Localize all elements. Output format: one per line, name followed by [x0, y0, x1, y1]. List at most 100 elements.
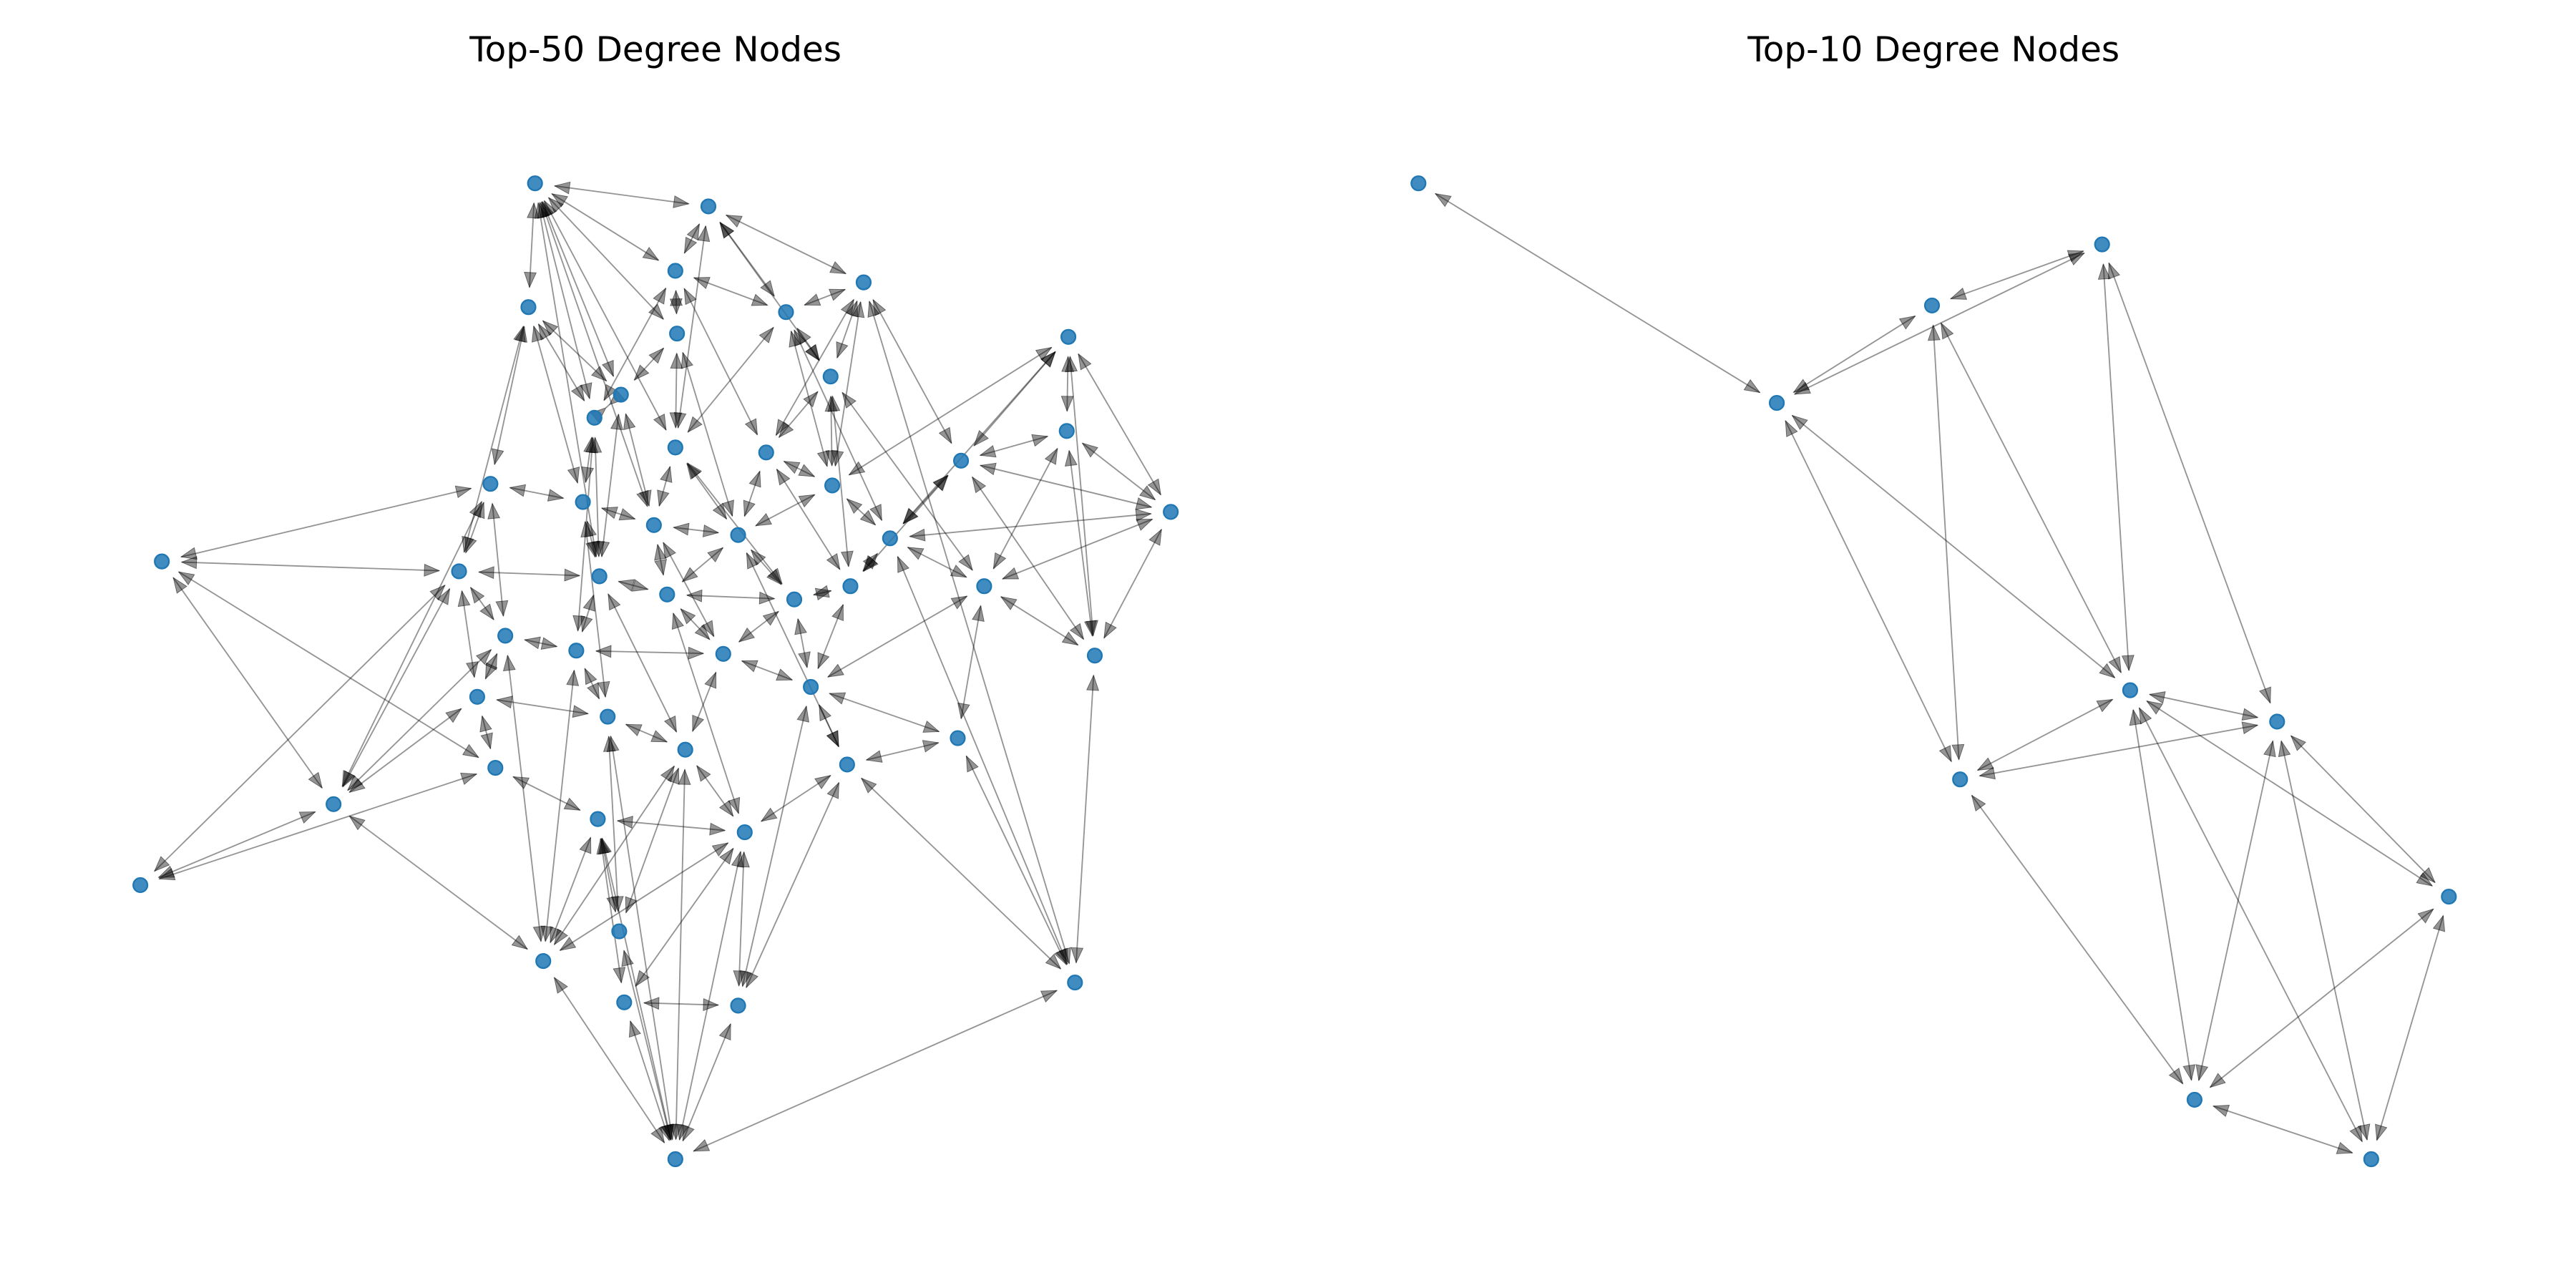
arrowhead	[2417, 908, 2434, 924]
arrowhead	[1938, 745, 1952, 763]
arrowhead	[2375, 1123, 2388, 1141]
node	[715, 645, 731, 662]
arrowhead	[1979, 766, 1996, 780]
arrowhead	[796, 705, 809, 723]
edge	[577, 437, 594, 631]
edge	[1940, 323, 2122, 673]
node	[953, 452, 970, 469]
arrowhead	[831, 603, 844, 622]
arrowhead	[512, 776, 530, 789]
arrowhead	[751, 293, 769, 306]
arrowhead	[436, 587, 450, 605]
arrowhead	[2099, 663, 2116, 678]
node	[1067, 975, 1083, 991]
arrowhead	[1135, 509, 1152, 522]
arrowhead	[902, 508, 919, 525]
node	[2269, 713, 2285, 730]
arrowhead	[1139, 485, 1156, 501]
arrowhead	[733, 970, 746, 987]
arrowhead	[648, 303, 664, 320]
arrowhead	[342, 770, 356, 788]
edge	[625, 723, 668, 743]
edge	[973, 351, 1056, 447]
edge	[960, 605, 982, 719]
arrowhead	[580, 382, 592, 400]
arrowhead	[2168, 1068, 2184, 1085]
arrowhead	[1434, 192, 1452, 208]
edge	[342, 588, 451, 787]
edge	[861, 777, 1061, 970]
arrowhead	[746, 552, 759, 570]
arrowhead	[1045, 953, 1062, 970]
edge	[872, 299, 952, 444]
arrowhead	[836, 341, 849, 359]
arrowhead	[721, 499, 734, 517]
arrowhead	[602, 735, 616, 752]
edge	[2146, 700, 2433, 887]
edge	[553, 977, 665, 1143]
arrowhead	[172, 577, 187, 594]
arrowhead	[922, 720, 940, 733]
edge	[682, 352, 733, 517]
arrowhead	[972, 476, 987, 494]
edge	[658, 466, 671, 507]
edge	[1068, 450, 1093, 636]
arrowhead	[897, 555, 909, 573]
edge	[746, 552, 839, 747]
arrowhead	[736, 851, 750, 868]
edge	[751, 549, 782, 585]
arrowhead	[862, 552, 878, 570]
edge	[178, 571, 479, 758]
edge	[465, 502, 484, 553]
arrowhead	[653, 287, 667, 305]
arrowhead	[950, 565, 967, 578]
edge	[461, 590, 475, 678]
node	[616, 994, 633, 1010]
edge	[481, 716, 492, 749]
arrowhead	[760, 280, 775, 297]
arrowhead	[180, 547, 197, 560]
node	[976, 578, 992, 595]
arrowhead	[683, 236, 698, 254]
edge	[1977, 698, 2113, 771]
arrowhead	[643, 997, 660, 1010]
edge	[533, 326, 579, 484]
edge	[545, 670, 575, 942]
arrowhead	[2241, 721, 2259, 735]
arrowhead	[553, 977, 568, 994]
arrowhead	[758, 591, 776, 605]
edge	[980, 435, 1048, 457]
arrowhead	[553, 928, 568, 946]
edge	[897, 556, 1068, 965]
top-10-network	[1410, 175, 2457, 1168]
edge	[2138, 707, 2363, 1142]
edge	[796, 328, 820, 361]
arrowhead	[804, 293, 821, 306]
arrowhead	[826, 663, 844, 678]
edge	[719, 222, 820, 361]
arrowhead	[610, 413, 623, 431]
arrowhead	[563, 797, 581, 811]
arrowhead	[479, 603, 494, 620]
edge	[625, 768, 680, 913]
arrowhead	[642, 246, 660, 261]
edge	[181, 561, 439, 572]
node	[2363, 1151, 2379, 1168]
arrowhead	[1044, 447, 1058, 465]
arrowhead	[524, 636, 541, 650]
arrowhead	[625, 723, 643, 736]
arrowhead	[597, 680, 610, 698]
edge	[594, 437, 600, 557]
arrowhead	[1031, 434, 1049, 447]
arrowhead	[513, 325, 526, 343]
edge	[675, 769, 686, 1140]
arrowhead	[2097, 263, 2111, 280]
edge	[741, 660, 793, 681]
node	[132, 877, 149, 894]
edge	[719, 222, 775, 297]
edge	[617, 820, 726, 831]
arrowhead	[462, 743, 479, 758]
node	[600, 708, 616, 725]
edge	[548, 197, 664, 320]
